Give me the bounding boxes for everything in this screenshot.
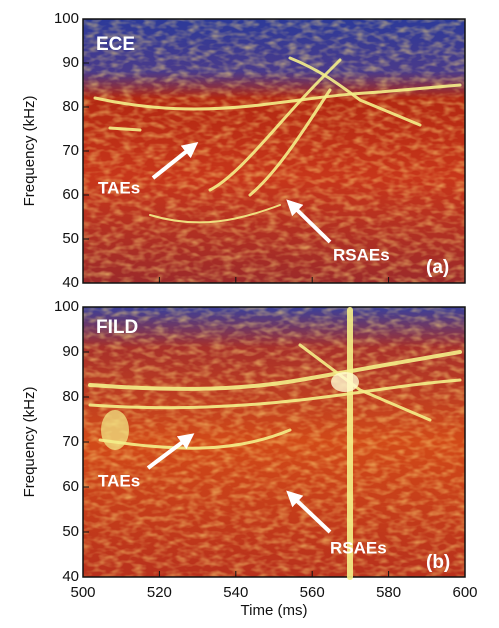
x-tick-label: 540 [223, 584, 248, 601]
y-tick-label: 50 [62, 523, 79, 540]
annotation: RSAEs [333, 245, 390, 264]
annotation: FILD [96, 317, 138, 338]
panel-label: (b) [426, 552, 450, 573]
annotation: TAEs [98, 471, 140, 490]
y-tick-label: 70 [62, 142, 79, 159]
y-tick-label: 40 [62, 568, 79, 585]
y-tick-label: 80 [62, 388, 79, 405]
y-tick-label: 60 [62, 478, 79, 495]
y-tick-label: 100 [54, 298, 79, 315]
annotation: TAEs [98, 178, 140, 197]
y-axis-label: Frequency (kHz) [21, 387, 38, 498]
y-tick-label: 70 [62, 433, 79, 450]
spectrogram-texture [83, 307, 465, 577]
annotation: ECE [96, 34, 135, 55]
x-tick-label: 600 [452, 584, 477, 601]
annotation: RSAEs [330, 538, 387, 557]
y-tick-label: 90 [62, 54, 79, 71]
y-axis-label: Frequency (kHz) [21, 96, 38, 207]
x-tick-label: 520 [147, 584, 172, 601]
x-tick-label: 500 [70, 584, 95, 601]
x-tick-label: 580 [376, 584, 401, 601]
spectrogram-texture [83, 19, 465, 283]
y-tick-label: 40 [62, 274, 79, 291]
x-axis-label: Time (ms) [241, 602, 308, 619]
x-tick-label: 560 [300, 584, 325, 601]
y-tick-label: 100 [54, 10, 79, 27]
panel-label: (a) [426, 257, 449, 278]
figure: 40 50 60 70 80 90 100 Frequency (kHz) 40 50 60 70 80… [0, 0, 499, 623]
y-tick-label: 60 [62, 186, 79, 203]
y-tick-label: 50 [62, 230, 79, 247]
y-tick-label: 90 [62, 343, 79, 360]
y-tick-label: 80 [62, 98, 79, 115]
panels: 40 50 60 70 80 90 100 Frequency (kHz) 40 50 60 70 80… [21, 10, 478, 619]
